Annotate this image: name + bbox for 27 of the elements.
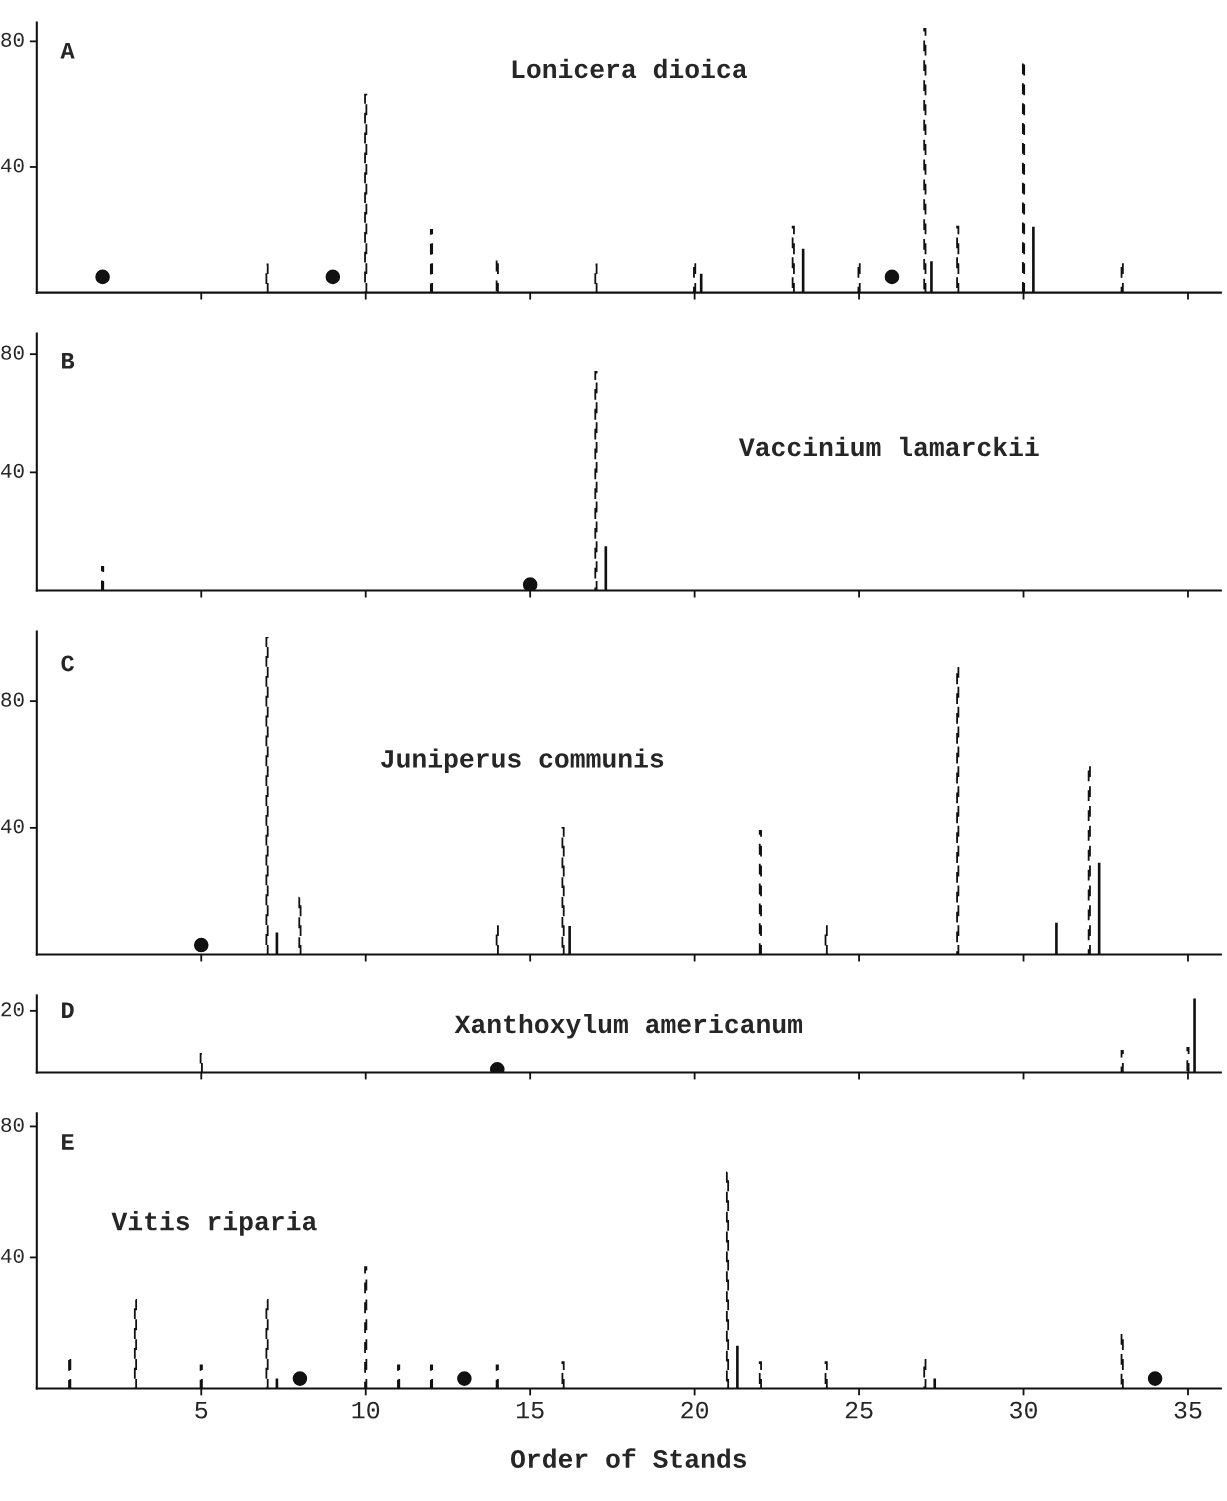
y-tick-label: 20	[1, 1002, 24, 1017]
y-tick-label: 40	[1, 158, 24, 173]
y-tick-label: 80	[1, 32, 24, 47]
text: Vaccinium lamarckii	[738, 436, 1039, 457]
y-tick-label: 40	[1, 463, 24, 478]
x-tick-label: 20	[681, 1401, 709, 1419]
y-tick-label: 80	[1, 692, 24, 707]
text: Vitis riparia	[111, 1211, 317, 1236]
x-tick-label: 35	[1174, 1401, 1202, 1419]
y-tick-label: 40	[1, 819, 24, 834]
y-tick-label: 80	[1, 345, 24, 360]
x-tick-label: 5	[195, 1401, 208, 1419]
x-tick-label: 30	[1010, 1401, 1037, 1419]
annotation: E	[62, 1134, 74, 1150]
x-axis-title: Order of Stands	[510, 1448, 746, 1468]
y-tick-label: 40	[1, 1248, 24, 1264]
annotation: A	[60, 42, 75, 59]
y-tick-label: 80	[1, 1117, 24, 1133]
x-tick-label: 10	[352, 1401, 380, 1419]
annotation: B	[62, 353, 75, 369]
text: Lonicera dioica	[512, 58, 747, 79]
annotation: C	[61, 655, 74, 672]
x-tick-label: 25	[845, 1401, 873, 1419]
annotation: D	[62, 1002, 74, 1018]
x-tick-label: 15	[516, 1401, 544, 1419]
text: Xanthoxylum americanum	[454, 1013, 803, 1039]
text: Juniperus communis	[381, 748, 664, 773]
